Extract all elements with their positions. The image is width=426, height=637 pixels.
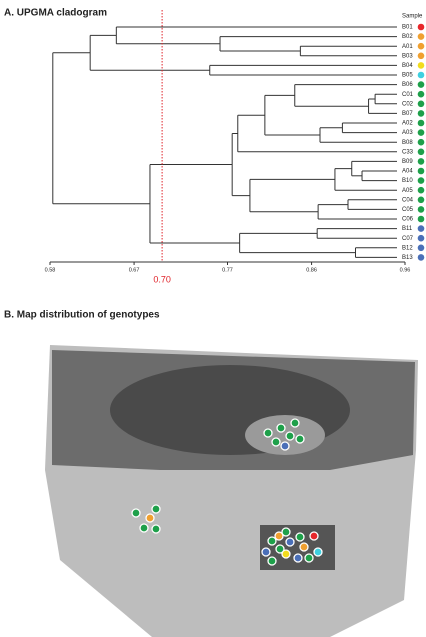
- leaf-marker: [418, 33, 425, 40]
- leaf-marker: [418, 129, 425, 136]
- leaf-marker: [418, 168, 425, 175]
- leaf-label: B09: [402, 159, 413, 165]
- leaf-marker: [418, 24, 425, 31]
- leaf-label: C01: [402, 92, 414, 98]
- leaf-marker: [418, 120, 425, 127]
- leaf-label: C06: [402, 217, 414, 223]
- leaf-label: B11: [402, 226, 413, 232]
- leaf-label: B13: [402, 255, 413, 261]
- legend-title: Sample: [402, 14, 423, 20]
- leaf-marker: [418, 245, 425, 252]
- x-tick-label: 0.67: [129, 267, 140, 273]
- leaf-marker: [418, 187, 425, 194]
- leaf-marker: [418, 139, 425, 146]
- leaf-label: C04: [402, 197, 414, 203]
- leaf-marker: [418, 110, 425, 117]
- leaf-marker: [418, 149, 425, 156]
- leaf-marker: [418, 91, 425, 98]
- leaf-label: A02: [402, 121, 413, 127]
- leaf-label: C05: [402, 207, 414, 213]
- x-tick-label: 0.96: [400, 267, 411, 273]
- leaf-marker: [418, 101, 425, 108]
- leaf-label: B02: [402, 34, 413, 40]
- leaf-marker: [418, 216, 425, 223]
- panel-title: B. Map distribution of genotypes: [4, 310, 160, 321]
- x-tick-label: 0.58: [45, 267, 56, 273]
- leaf-marker: [418, 206, 425, 213]
- leaf-marker: [418, 177, 425, 184]
- leaf-label: B07: [402, 111, 413, 117]
- leaf-label: B10: [402, 178, 413, 184]
- leaf-marker: [418, 43, 425, 50]
- leaf-label: A04: [402, 169, 413, 175]
- leaf-label: C02: [402, 101, 414, 107]
- map: [45, 345, 418, 637]
- leaf-marker: [418, 62, 425, 69]
- leaf-label: B06: [402, 82, 413, 88]
- leaf-marker: [418, 72, 425, 79]
- leaf-label: A05: [402, 188, 413, 194]
- leaf-label: A01: [402, 44, 413, 50]
- leaf-marker: [418, 225, 425, 232]
- leaf-label: B04: [402, 63, 413, 69]
- leaf-marker: [418, 254, 425, 261]
- leaf-label: B01: [402, 25, 413, 31]
- leaf-label: C33: [402, 149, 414, 155]
- leaf-marker: [418, 81, 425, 88]
- threshold-label: 0.70: [153, 274, 171, 284]
- leaf-label: B03: [402, 53, 413, 59]
- leaf-label: C07: [402, 236, 414, 242]
- figure: A. UPGMA cladogram Sample B. Map distrib…: [0, 0, 426, 637]
- leaf-label: B05: [402, 73, 413, 79]
- x-tick-label: 0.86: [306, 267, 317, 273]
- panel-title: A. UPGMA cladogram: [4, 8, 107, 19]
- x-tick-label: 0.77: [222, 267, 233, 273]
- leaf-label: B08: [402, 140, 413, 146]
- leaf-marker: [418, 235, 425, 242]
- leaf-label: A03: [402, 130, 413, 136]
- leaf-marker: [418, 53, 425, 60]
- leaf-marker: [418, 197, 425, 204]
- leaf-label: B12: [402, 245, 413, 251]
- leaf-marker: [418, 158, 425, 165]
